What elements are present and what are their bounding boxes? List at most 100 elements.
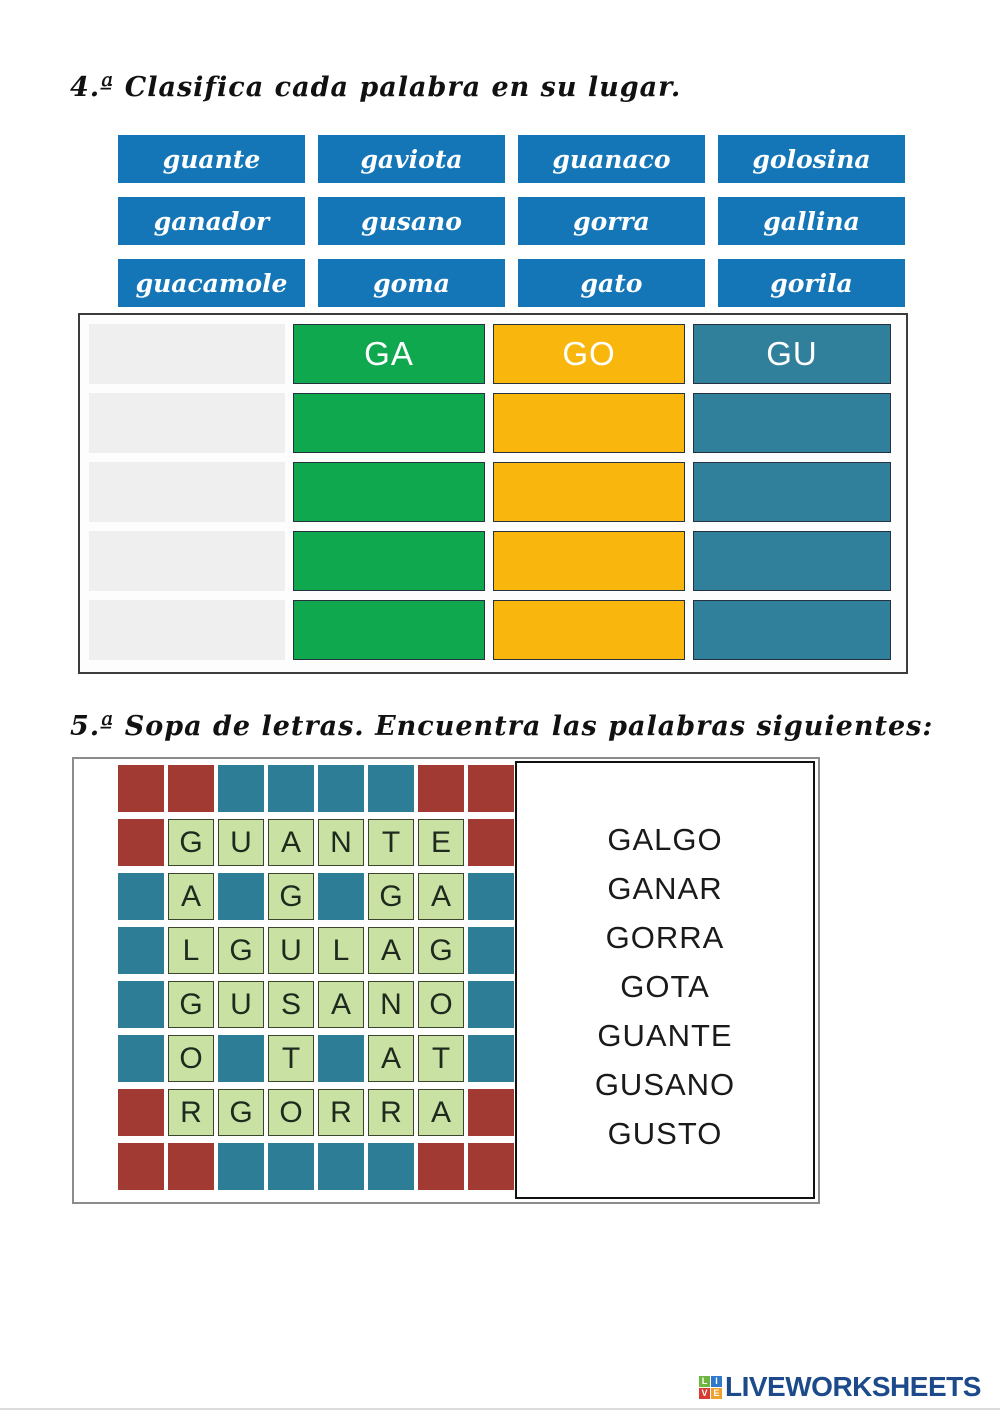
letter-cell[interactable]: A xyxy=(318,981,364,1028)
filler-square-red xyxy=(468,1143,514,1190)
logo-tile-E: E xyxy=(711,1387,722,1399)
filler-square-red xyxy=(168,1143,214,1190)
letter-cell[interactable]: G xyxy=(418,927,464,974)
filler-square-red xyxy=(118,765,164,812)
letter-cell[interactable]: N xyxy=(368,981,414,1028)
letter-cell[interactable]: A xyxy=(168,873,214,920)
word-tile-gallina[interactable]: gallina xyxy=(718,197,905,245)
letter-cell[interactable]: O xyxy=(268,1089,314,1136)
word-tile-guante[interactable]: guante xyxy=(118,135,305,183)
filler-square-teal xyxy=(318,1143,364,1190)
letter-cell[interactable]: G xyxy=(168,819,214,866)
filler-square-teal xyxy=(218,1143,264,1190)
word-tile-golosina[interactable]: golosina xyxy=(718,135,905,183)
filler-square-teal xyxy=(218,873,264,920)
letter-cell[interactable]: G xyxy=(168,981,214,1028)
letter-cell[interactable]: G xyxy=(268,873,314,920)
letter-cell[interactable]: T xyxy=(268,1035,314,1082)
filler-square-teal xyxy=(318,765,364,812)
word-tile-ganador[interactable]: ganador xyxy=(118,197,305,245)
wordsearch-wordlist: GALGO GANAR GORRA GOTA GUANTE GUSANO GUSTO xyxy=(515,761,815,1199)
letter-cell[interactable]: N xyxy=(318,819,364,866)
drop-cell-gu-row4[interactable] xyxy=(693,600,891,660)
filler-square-teal xyxy=(468,927,514,974)
word-tile-gaviota[interactable]: gaviota xyxy=(318,135,505,183)
drop-cell-gu-row2[interactable] xyxy=(693,462,891,522)
word-tile-gorila[interactable]: gorila xyxy=(718,259,905,307)
letter-cell[interactable]: R xyxy=(368,1089,414,1136)
word-tile-goma[interactable]: goma xyxy=(318,259,505,307)
letter-cell[interactable]: A xyxy=(418,1089,464,1136)
filler-square-teal xyxy=(468,1035,514,1082)
filler-square-red xyxy=(418,1143,464,1190)
word-tile-guacamole[interactable]: guacamole xyxy=(118,259,305,307)
letter-cell[interactable]: L xyxy=(168,927,214,974)
letter-cell[interactable]: O xyxy=(168,1035,214,1082)
filler-square-teal xyxy=(218,1035,264,1082)
letter-cell[interactable]: A xyxy=(368,1035,414,1082)
classification-table: GA GO GU xyxy=(78,313,908,674)
filler-square-red xyxy=(468,819,514,866)
word-tile-gusano[interactable]: gusano xyxy=(318,197,505,245)
drop-cell-gu-row1[interactable] xyxy=(693,393,891,453)
filler-square-teal xyxy=(118,927,164,974)
filler-square-red xyxy=(118,819,164,866)
filler-square-red xyxy=(418,765,464,812)
logo-tile-I: I xyxy=(711,1375,722,1387)
letter-cell[interactable]: G xyxy=(218,1089,264,1136)
logo-tile-L: L xyxy=(699,1375,710,1387)
filler-square-teal xyxy=(268,765,314,812)
drop-cell-go-row1[interactable] xyxy=(493,393,685,453)
drop-cell-ga-row2[interactable] xyxy=(293,462,485,522)
filler-square-teal xyxy=(468,873,514,920)
letter-cell[interactable]: S xyxy=(268,981,314,1028)
exercise4-title: 4.ª Clasifica cada palabra en su lugar. xyxy=(70,72,682,103)
letter-cell[interactable]: A xyxy=(418,873,464,920)
drop-cell-go-row3[interactable] xyxy=(493,531,685,591)
letter-cell[interactable]: T xyxy=(368,819,414,866)
letter-cell[interactable]: G xyxy=(218,927,264,974)
letter-cell[interactable]: G xyxy=(368,873,414,920)
filler-square-red xyxy=(168,765,214,812)
word-tile-gato[interactable]: gato xyxy=(518,259,705,307)
filler-square-red xyxy=(468,1089,514,1136)
filler-square-teal xyxy=(118,1035,164,1082)
letter-cell[interactable]: T xyxy=(418,1035,464,1082)
drop-cell-ga-row1[interactable] xyxy=(293,393,485,453)
drop-cell-go-row4[interactable] xyxy=(493,600,685,660)
letter-cell[interactable]: L xyxy=(318,927,364,974)
letter-cell[interactable]: U xyxy=(218,819,264,866)
letter-cell[interactable]: O xyxy=(418,981,464,1028)
liveworksheets-logo-text: LIVEWORKSHEETS xyxy=(725,1371,981,1402)
filler-square-red xyxy=(118,1089,164,1136)
row-label-cell xyxy=(89,462,285,522)
letter-cell[interactable]: A xyxy=(268,819,314,866)
drop-cell-ga-row4[interactable] xyxy=(293,600,485,660)
drop-cell-gu-row3[interactable] xyxy=(693,531,891,591)
wordlist-item: GORRA xyxy=(605,920,725,955)
filler-square-teal xyxy=(468,981,514,1028)
word-tile-guanaco[interactable]: guanaco xyxy=(518,135,705,183)
letter-cell[interactable]: A xyxy=(368,927,414,974)
filler-square-teal xyxy=(118,873,164,920)
letter-cell[interactable]: R xyxy=(318,1089,364,1136)
wordlist-item: GOTA xyxy=(620,969,710,1004)
wordlist-item: GUSTO xyxy=(607,1116,723,1151)
drop-cell-go-row2[interactable] xyxy=(493,462,685,522)
drop-cell-ga-row3[interactable] xyxy=(293,531,485,591)
letter-cell[interactable]: U xyxy=(268,927,314,974)
filler-square-teal xyxy=(118,981,164,1028)
letter-cell[interactable]: R xyxy=(168,1089,214,1136)
wordlist-item: GUSANO xyxy=(594,1067,736,1102)
wordlist-item: GANAR xyxy=(607,871,723,906)
letter-cell[interactable]: U xyxy=(218,981,264,1028)
filler-square-teal xyxy=(368,765,414,812)
column-header-GU: GU xyxy=(693,324,891,384)
letter-cell[interactable]: E xyxy=(418,819,464,866)
word-tile-gorra[interactable]: gorra xyxy=(518,197,705,245)
